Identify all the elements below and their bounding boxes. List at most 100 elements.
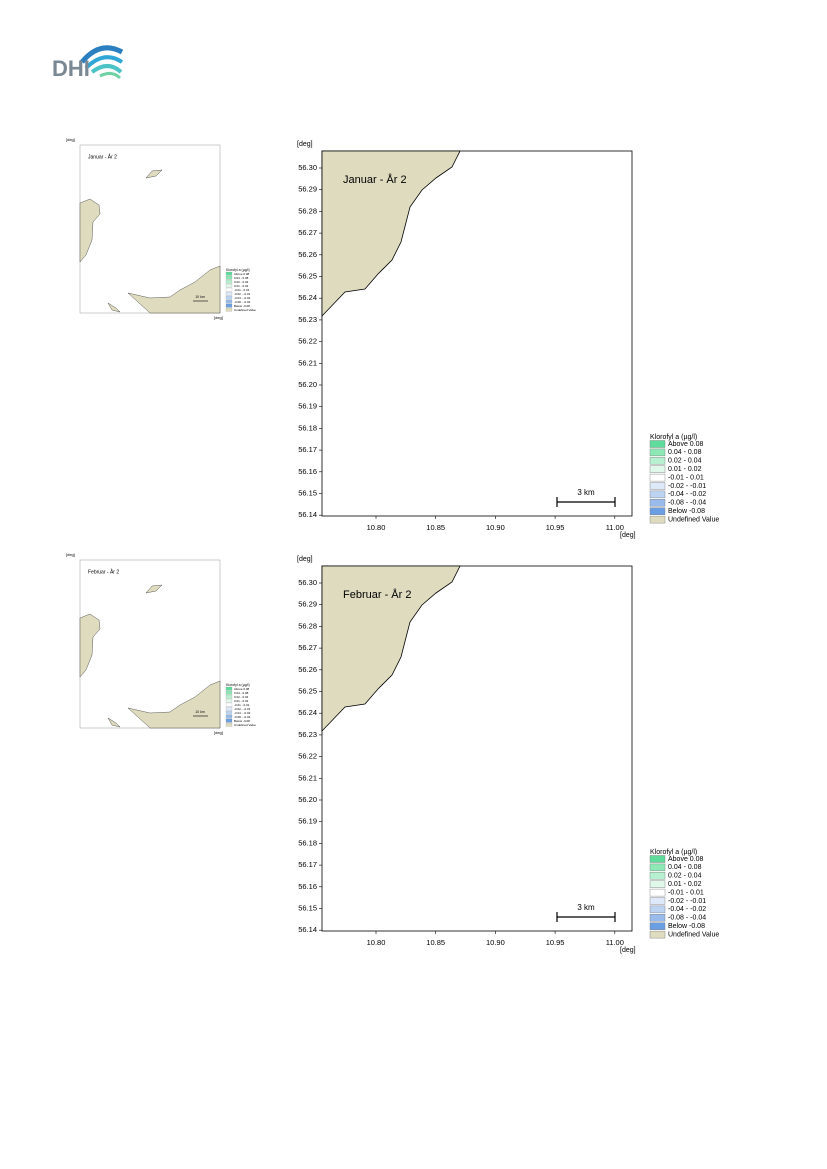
overview-legend-label: Above 0.08: [234, 272, 250, 276]
y-tick-label: 56.20: [298, 380, 317, 389]
y-tick-label: 56.22: [298, 337, 317, 346]
overview-legend-title: Klorofyl a (µg/l): [226, 268, 250, 272]
overview-legend-label: -0.01 - 0.01: [234, 703, 250, 707]
legend-label: 0.01 - 0.02: [668, 466, 702, 473]
x-unit: [deg]: [620, 532, 636, 539]
overview-unit: [deg]: [214, 315, 223, 320]
y-tick-label: 56.26: [298, 250, 317, 259]
legend-label: Above 0.08: [668, 856, 704, 863]
x-tick-label: 11.00: [606, 938, 624, 947]
legend-swatch: [649, 930, 666, 939]
x-tick-label: 10.90: [486, 938, 505, 947]
y-unit: [deg]: [297, 556, 313, 563]
overview-title: Februar - År 2: [88, 568, 119, 575]
y-tick-label: 56.29: [298, 185, 317, 194]
overview-legend-swatch: [225, 307, 233, 312]
overview-legend-label: Below -0.08: [234, 304, 250, 308]
land: [79, 613, 101, 678]
y-tick-label: 56.26: [298, 665, 317, 674]
overview-legend-swatch: [225, 303, 233, 308]
legend-label: -0.08 - -0.04: [668, 915, 706, 922]
land: [145, 169, 163, 179]
overview-legend-swatch: [225, 698, 233, 703]
overview-title: Januar - År 2: [88, 153, 117, 160]
legend-label: -0.04 - -0.02: [668, 491, 706, 498]
scale-label: 3 km: [577, 903, 595, 912]
scale-label: 3 km: [577, 488, 595, 497]
y-tick-label: 56.14: [298, 510, 317, 519]
land: [145, 584, 163, 594]
legend-swatch: [649, 457, 666, 465]
y-tick-label: 56.25: [298, 686, 317, 695]
y-tick-label: 56.17: [298, 860, 317, 869]
legend-swatch: [649, 440, 666, 448]
y-tick-label: 56.28: [298, 621, 317, 630]
overview-legend-label: Below -0.08: [234, 719, 250, 723]
legend-swatch: [649, 872, 666, 880]
overview-legend-title: Klorofyl a (µg/l): [226, 683, 250, 687]
overview-unit: [deg]: [66, 552, 75, 557]
y-tick-label: 56.21: [298, 358, 317, 367]
overview-map: Februar - År 2 [deg] [deg] 10 km Klorofyl a …: [66, 552, 256, 735]
y-tick-label: 56.30: [298, 578, 317, 587]
legend-label: 0.02 - 0.04: [668, 873, 702, 880]
overview-scale-label: 10 km: [195, 710, 205, 714]
legend-label: Below -0.08: [668, 508, 705, 515]
x-tick-label: 10.85: [426, 523, 445, 532]
x-unit: [deg]: [620, 947, 636, 954]
overview-legend-swatch: [225, 275, 233, 280]
scale-bar: [556, 912, 616, 922]
map-title: Januar - År 2: [343, 173, 407, 186]
overview-legend-swatch: [225, 686, 233, 691]
y-tick-label: 56.18: [298, 838, 317, 847]
y-tick-label: 56.16: [298, 882, 317, 891]
legend-label: 0.02 - 0.04: [668, 458, 702, 465]
overview-legend-label: 0.04 - 0.08: [234, 691, 249, 695]
overview-legend-label: -0.02 - -0.01: [234, 707, 251, 711]
legend-label: 0.04 - 0.08: [668, 864, 702, 871]
overview-legend-swatch: [225, 299, 233, 304]
land: [321, 565, 461, 732]
x-tick-label: 10.85: [426, 938, 445, 947]
logo: DHI: [52, 45, 124, 81]
overview-legend-swatch: [225, 690, 233, 695]
x-tick-label: 10.80: [367, 523, 386, 532]
y-tick-label: 56.28: [298, 206, 317, 215]
legend-swatch: [649, 922, 666, 930]
legend-swatch: [649, 880, 666, 888]
overview-legend-swatch: [225, 710, 233, 715]
overview-legend-label: -0.02 - -0.01: [234, 292, 251, 296]
legend-swatch: [649, 473, 666, 482]
overview-legend-label: -0.08 - -0.04: [234, 300, 251, 304]
overview-legend-label: -0.08 - -0.04: [234, 715, 251, 719]
legend-label: Undefined Value: [668, 516, 719, 523]
overview-legend-label: Undefined Value: [234, 723, 256, 727]
y-tick-label: 56.24: [298, 708, 317, 717]
y-unit: [deg]: [297, 141, 313, 148]
overview-legend-label: Above 0.08: [234, 687, 250, 691]
overview-legend-swatch: [225, 694, 233, 699]
overview-legend-swatch: [225, 718, 233, 723]
x-tick-label: 10.90: [486, 523, 505, 532]
y-tick-label: 56.19: [298, 402, 317, 411]
x-tick-label: 10.95: [546, 938, 565, 947]
legend-swatch: [649, 914, 666, 922]
y-tick-label: 56.25: [298, 271, 317, 280]
legend-label: Above 0.08: [668, 441, 704, 448]
y-tick-label: 56.21: [298, 773, 317, 782]
overview-legend-swatch: [225, 283, 233, 288]
logo-text: DHI: [52, 56, 90, 81]
legend-swatch: [649, 507, 666, 515]
y-tick-label: 56.29: [298, 600, 317, 609]
y-tick-label: 56.16: [298, 467, 317, 476]
overview-legend-swatch: [225, 291, 233, 296]
legend-label: 0.01 - 0.02: [668, 881, 702, 888]
legend-swatch: [649, 448, 666, 457]
land: [79, 198, 101, 263]
y-tick-label: 56.22: [298, 752, 317, 761]
overview-legend-swatch: [225, 271, 233, 276]
legend-label: 0.04 - 0.08: [668, 449, 702, 456]
legend-label: -0.04 - -0.02: [668, 906, 706, 913]
